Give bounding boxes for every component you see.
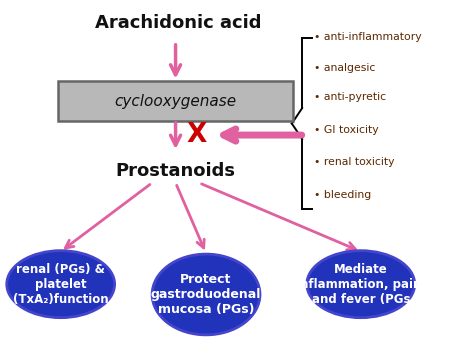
Text: Protect
gastroduodenal
mucosa (PGs): Protect gastroduodenal mucosa (PGs) <box>151 273 261 316</box>
Ellipse shape <box>307 251 415 318</box>
Ellipse shape <box>152 254 260 335</box>
Text: • bleeding: • bleeding <box>314 190 371 200</box>
Text: • anti-inflammatory: • anti-inflammatory <box>314 32 421 42</box>
Text: • renal toxicity: • renal toxicity <box>314 157 394 167</box>
Text: cyclooxygenase: cyclooxygenase <box>115 93 237 109</box>
Ellipse shape <box>7 251 115 318</box>
Text: renal (PGs) &
platelet
(TxA₂)function: renal (PGs) & platelet (TxA₂)function <box>13 263 109 306</box>
FancyBboxPatch shape <box>58 81 293 121</box>
Text: • GI toxicity: • GI toxicity <box>314 125 379 135</box>
Text: • analgesic: • analgesic <box>314 63 375 73</box>
Text: • anti-pyretic: • anti-pyretic <box>314 92 386 102</box>
Text: Mediate
inflammation, pain,
and fever (PGs: Mediate inflammation, pain, and fever (P… <box>296 263 426 306</box>
Text: Prostanoids: Prostanoids <box>116 162 236 180</box>
Text: X: X <box>186 122 207 148</box>
Text: Arachidonic acid: Arachidonic acid <box>95 14 261 32</box>
